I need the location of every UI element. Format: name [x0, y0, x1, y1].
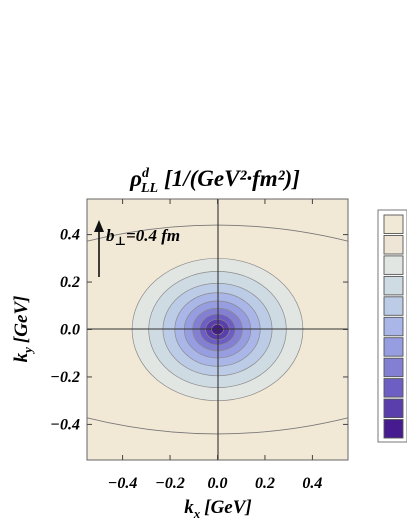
- color-legend: [377, 209, 407, 443]
- axis-ticks: −0.4 −0.2 0.0 0.2 0.4 −0.4 −0.2 0.0 0.2 0.4: [50, 199, 348, 492]
- chart-title: ρd LL [1/(GeV²·fm²)]: [129, 166, 300, 196]
- legend-swatch-5: [383, 296, 404, 316]
- y-tick-label: −0.4: [50, 416, 80, 433]
- legend-swatch-7: [383, 337, 404, 357]
- b-perp-annotation: b⊥=0.4 fm: [94, 220, 180, 277]
- y-axis-label: ky[GeV]: [11, 296, 35, 363]
- y-tick-label: 0.0: [60, 322, 80, 339]
- legend-swatch-4: [383, 275, 404, 296]
- x-tick-label: −0.2: [155, 475, 185, 492]
- legend-swatch-9: [383, 378, 404, 398]
- legend-swatch-10: [383, 398, 404, 419]
- x-tick-label: −0.4: [108, 475, 138, 492]
- y-tick-label: −0.2: [50, 369, 80, 386]
- b-perp-arrowhead: [94, 220, 104, 232]
- legend-swatch-2: [383, 235, 404, 255]
- x-tick-label: 0.2: [255, 475, 275, 492]
- legend-swatch-3: [383, 255, 404, 275]
- x-axis-label: kx [GeV]: [184, 497, 251, 521]
- plot-area: −0.4 −0.2 0.0 0.2 0.4 −0.4 −0.2 0.0 0.2 0.4: [50, 198, 349, 492]
- x-tick-label: 0.0: [208, 475, 228, 492]
- y-tick-label: 0.2: [60, 274, 80, 291]
- legend-swatch-8: [383, 357, 404, 378]
- legend-swatch-11: [383, 419, 404, 439]
- legend-swatch-6: [383, 316, 404, 337]
- legend-swatch-1: [383, 214, 404, 234]
- b-perp-label: b⊥=0.4 fm: [106, 226, 180, 248]
- x-tick-label: 0.4: [302, 475, 322, 492]
- y-tick-label: 0.4: [60, 227, 80, 244]
